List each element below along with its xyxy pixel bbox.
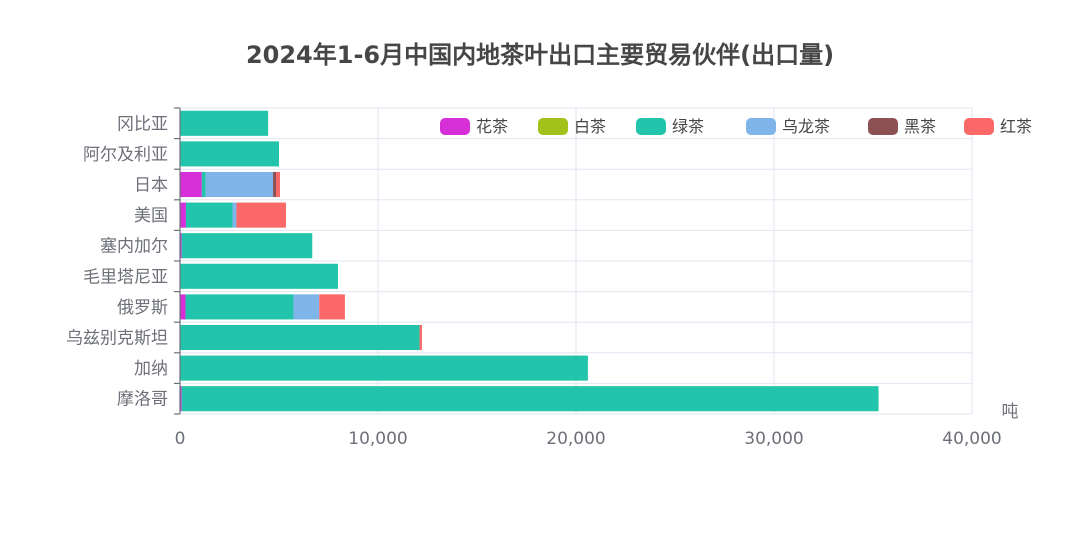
x-tick-label: 30,000: [744, 429, 803, 449]
bar-segment[interactable]: [180, 110, 269, 136]
y-tick-label: 乌兹别克斯坦: [66, 329, 168, 349]
y-tick-label: 毛里塔尼亚: [83, 267, 168, 287]
x-axis-unit-label: 吨: [1002, 402, 1019, 422]
bar-segment[interactable]: [201, 171, 206, 198]
y-tick-label: 加纳: [134, 359, 168, 379]
legend-item[interactable]: 花茶: [440, 117, 508, 136]
y-tick-label: 摩洛哥: [117, 390, 168, 410]
legend-item[interactable]: 白茶: [538, 117, 606, 136]
chart-legend[interactable]: 花茶 白茶 绿茶 乌龙茶 黑茶 红茶: [440, 117, 1032, 136]
bar-segment[interactable]: [180, 386, 182, 412]
bar-segment[interactable]: [180, 263, 339, 289]
bar-segment[interactable]: [273, 171, 277, 198]
y-tick-label: 美国: [134, 206, 168, 226]
bar-segment[interactable]: [185, 202, 233, 228]
bar-segment[interactable]: [180, 355, 588, 381]
legend-swatch: [440, 118, 470, 135]
legend-label: 黑茶: [904, 117, 936, 136]
bar-segment[interactable]: [205, 171, 274, 198]
bar-segment[interactable]: [180, 202, 186, 228]
bar-segment[interactable]: [293, 294, 320, 320]
legend-item[interactable]: 绿茶: [636, 117, 704, 136]
chart-bars: [180, 110, 879, 412]
bar-segment[interactable]: [185, 294, 294, 320]
legend-item[interactable]: 黑茶: [868, 117, 936, 136]
chart-grid: [179, 107, 973, 415]
x-tick-label: 40,000: [942, 429, 1001, 449]
legend-label: 乌龙茶: [782, 117, 830, 136]
x-tick-label: 10,000: [348, 429, 407, 449]
legend-swatch: [746, 118, 776, 135]
y-tick-label: 俄罗斯: [117, 298, 168, 318]
chart-title: 2024年1-6月中国内地茶叶出口主要贸易伙伴(出口量): [246, 41, 834, 69]
bar-segment[interactable]: [319, 294, 345, 320]
x-tick-label: 20,000: [546, 429, 605, 449]
bar-segment[interactable]: [180, 171, 202, 198]
legend-swatch: [868, 118, 898, 135]
legend-label: 花茶: [476, 117, 508, 136]
legend-swatch: [964, 118, 994, 135]
legend-label: 白茶: [574, 117, 606, 136]
y-tick-label: 冈比亚: [117, 114, 168, 134]
bar-segment[interactable]: [180, 324, 420, 351]
legend-swatch: [538, 118, 568, 135]
bar-segment[interactable]: [232, 202, 237, 228]
bar-segment[interactable]: [180, 233, 182, 259]
y-tick-label: 塞内加尔: [100, 237, 168, 257]
y-tick-label: 日本: [134, 176, 168, 196]
bar-segment[interactable]: [236, 202, 286, 228]
bar-segment[interactable]: [180, 141, 279, 167]
x-tick-label: 0: [175, 429, 186, 449]
bar-segment[interactable]: [181, 386, 879, 412]
legend-label: 绿茶: [672, 117, 704, 136]
legend-item[interactable]: 红茶: [964, 117, 1032, 136]
y-tick-label: 阿尔及利亚: [83, 145, 168, 165]
legend-label: 红茶: [1000, 117, 1032, 136]
bar-segment[interactable]: [180, 294, 186, 320]
legend-swatch: [636, 118, 666, 135]
bar-segment[interactable]: [419, 324, 422, 351]
bar-segment[interactable]: [276, 171, 280, 198]
bar-segment[interactable]: [181, 233, 313, 259]
legend-item[interactable]: 乌龙茶: [746, 117, 830, 136]
